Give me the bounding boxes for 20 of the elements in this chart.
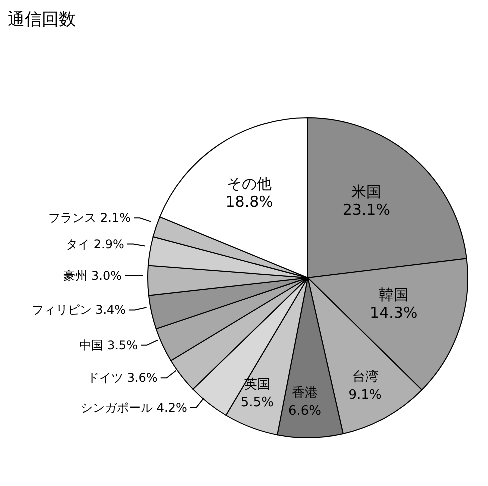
slice-label: シンガポール 4.2% bbox=[81, 400, 188, 415]
slice-label: フィリピン 3.4% bbox=[32, 303, 126, 318]
slice-label: タイ 2.9% bbox=[66, 237, 124, 252]
slice-label: 豪州 3.0% bbox=[64, 268, 122, 283]
data-label: 6.6% bbox=[288, 404, 322, 419]
slice-label: 韓国 bbox=[378, 286, 409, 304]
slice-label: ドイツ 3.6% bbox=[88, 371, 158, 386]
data-label: 5.5% bbox=[240, 396, 274, 411]
slice-label: 米国 bbox=[352, 183, 382, 202]
data-label: 18.8% bbox=[226, 193, 274, 212]
data-label: 23.1% bbox=[342, 201, 390, 220]
slice-label: 英国 bbox=[244, 378, 270, 393]
slice-label: 中国 3.5% bbox=[80, 338, 138, 352]
slice-label: その他 bbox=[227, 175, 272, 194]
chart-title: 通信回数 bbox=[8, 9, 76, 31]
data-label: 9.1% bbox=[348, 388, 382, 403]
slice-label: 台湾 bbox=[352, 368, 378, 385]
slice-label: フランス 2.1% bbox=[48, 211, 131, 226]
slice-label: 香港 bbox=[292, 386, 318, 401]
data-label: 14.3% bbox=[370, 304, 418, 322]
